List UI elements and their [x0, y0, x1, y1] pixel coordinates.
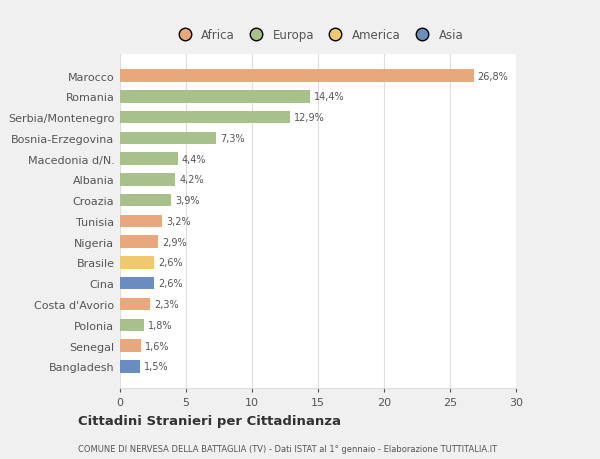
Legend: Africa, Europa, America, Asia: Africa, Europa, America, Asia	[168, 24, 468, 47]
Bar	[120, 195, 172, 207]
Bar	[120, 70, 474, 83]
Text: COMUNE DI NERVESA DELLA BATTAGLIA (TV) - Dati ISTAT al 1° gennaio - Elaborazione: COMUNE DI NERVESA DELLA BATTAGLIA (TV) -…	[78, 444, 497, 453]
Text: 1,6%: 1,6%	[145, 341, 170, 351]
Bar	[120, 298, 151, 311]
Text: 7,3%: 7,3%	[220, 134, 245, 144]
Text: 4,4%: 4,4%	[182, 154, 206, 164]
Bar	[120, 236, 158, 248]
Bar	[120, 132, 217, 145]
Bar	[120, 91, 310, 103]
Bar	[120, 277, 154, 290]
Text: 12,9%: 12,9%	[294, 113, 325, 123]
Text: 1,8%: 1,8%	[148, 320, 172, 330]
Bar	[120, 215, 162, 228]
Bar	[120, 360, 140, 373]
Text: 26,8%: 26,8%	[478, 72, 508, 81]
Text: 2,6%: 2,6%	[158, 258, 183, 268]
Text: 3,2%: 3,2%	[166, 217, 191, 226]
Bar	[120, 153, 178, 166]
Bar	[120, 257, 154, 269]
Bar	[120, 340, 141, 352]
Text: 14,4%: 14,4%	[314, 92, 344, 102]
Text: 2,9%: 2,9%	[162, 237, 187, 247]
Bar	[120, 174, 175, 186]
Text: 1,5%: 1,5%	[144, 362, 169, 371]
Text: 2,3%: 2,3%	[154, 299, 179, 309]
Bar	[120, 112, 290, 124]
Text: Cittadini Stranieri per Cittadinanza: Cittadini Stranieri per Cittadinanza	[78, 414, 341, 428]
Text: 4,2%: 4,2%	[179, 175, 204, 185]
Text: 2,6%: 2,6%	[158, 279, 183, 289]
Text: 3,9%: 3,9%	[175, 196, 200, 206]
Bar	[120, 319, 144, 331]
